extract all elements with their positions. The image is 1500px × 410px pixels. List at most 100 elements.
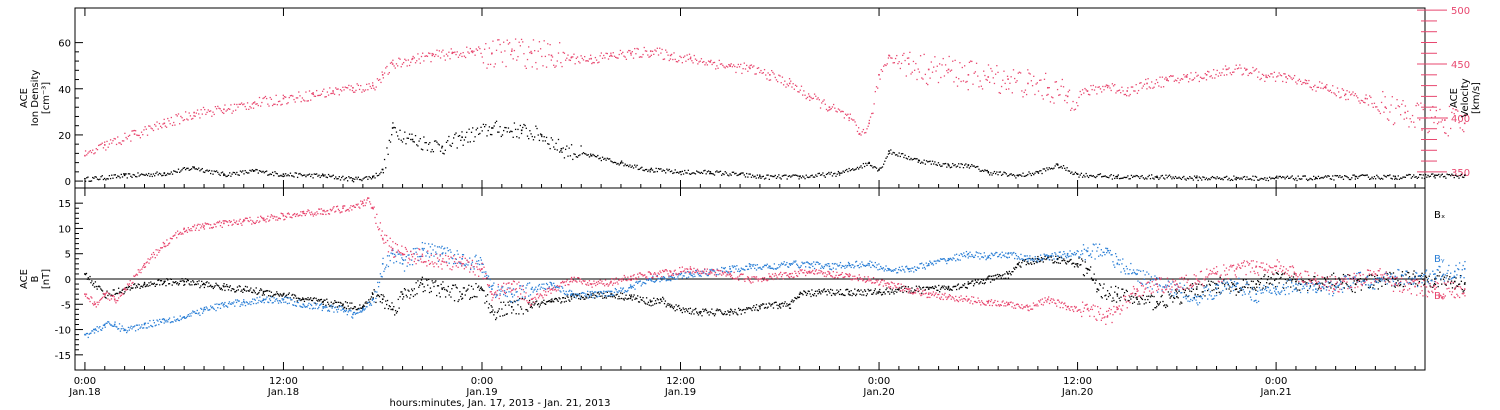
bottom-series-1-dot-236 bbox=[295, 305, 298, 307]
bottom-series-0-dot-1126 bbox=[1090, 277, 1093, 279]
bottom-series-0-dot-554 bbox=[579, 298, 582, 300]
top-series-1-dot-749 bbox=[977, 75, 979, 77]
bottom-series-0-dot-891 bbox=[880, 294, 883, 296]
top-series-1-dot-1067 bbox=[1355, 95, 1358, 97]
bottom-series-0-dot-1108 bbox=[1074, 263, 1077, 265]
bottom-series-0-dot-1511 bbox=[1434, 283, 1437, 286]
bottom-series-0-dot-1001 bbox=[979, 282, 981, 284]
top-series-1-dot-771 bbox=[1003, 70, 1005, 72]
top-series-1-dot-818 bbox=[1059, 94, 1061, 96]
bottom-series-1-dot-417 bbox=[457, 253, 459, 255]
bottom-series-0-point-52 bbox=[1076, 263, 1079, 265]
bottom-series-0-dot-1179 bbox=[1138, 301, 1140, 303]
top-series-0-dot-1123 bbox=[1422, 174, 1424, 176]
top-series-1-dot-640 bbox=[847, 113, 849, 115]
bottom-series-0-dot-683 bbox=[695, 307, 697, 310]
bottom-series-1-dot-253 bbox=[310, 304, 313, 307]
top-series-0-dot-1080 bbox=[1371, 176, 1373, 178]
bottom-series-0-dot-673 bbox=[686, 309, 688, 311]
bottom-series-1-dot-500 bbox=[531, 286, 533, 289]
bottom-series-0-dot-1177 bbox=[1136, 296, 1138, 298]
top-series-1-dot-942 bbox=[1207, 70, 1209, 73]
bottom-series-1-dot-318 bbox=[369, 304, 371, 306]
bottom-series-0-dot-1222 bbox=[1176, 292, 1178, 294]
bottom-series-1-dot-3 bbox=[87, 336, 89, 339]
top-series-0-dot-1112 bbox=[1409, 173, 1411, 176]
bottom-series-1-dot-131 bbox=[201, 312, 204, 314]
top-series-1-dot-138 bbox=[249, 105, 251, 108]
bottom-series-0-dot-653 bbox=[668, 304, 670, 307]
top-series-0-dot-1079 bbox=[1370, 178, 1372, 180]
bottom-series-0-dot-1286 bbox=[1233, 284, 1236, 287]
top-series-0-dot-340 bbox=[489, 133, 492, 136]
bottom-series-0-dot-1134 bbox=[1098, 289, 1100, 291]
top-series-1-dot-503 bbox=[684, 55, 686, 57]
top-series-0-dot-70 bbox=[168, 173, 170, 175]
bottom-series-0-dot-671 bbox=[684, 311, 686, 313]
top-series-1-dot-481 bbox=[657, 54, 660, 56]
top-series-1-dot-1059 bbox=[1346, 90, 1348, 92]
top-series-0-dot-613 bbox=[815, 174, 817, 176]
top-series-1-dot-605 bbox=[805, 97, 807, 100]
bottom-series-0-dot-584 bbox=[606, 291, 608, 293]
bottom-series-0-dot-919 bbox=[905, 290, 908, 293]
top-series-0-dot-943 bbox=[1208, 178, 1210, 180]
top-series-0-dot-991 bbox=[1265, 179, 1267, 181]
bottom-series-0-dot-687 bbox=[698, 311, 700, 313]
bottom-series-0-dot-654 bbox=[669, 303, 671, 305]
top-series-1-dot-979 bbox=[1251, 72, 1253, 75]
bottom-series-0-dot-254 bbox=[311, 299, 314, 302]
bottom-series-0-dot-881 bbox=[871, 293, 874, 295]
bottom-series-0-dot-353 bbox=[400, 291, 402, 293]
bottom-series-1-point-64 bbox=[1235, 283, 1238, 285]
bottom-series-0-dot-865 bbox=[857, 289, 860, 291]
bottom-series-1-dot-576 bbox=[599, 290, 601, 293]
bottom-series-1-dot-455 bbox=[491, 285, 493, 287]
top-series-1-dot-724 bbox=[947, 72, 949, 74]
top-series-1-dot-1111 bbox=[1408, 126, 1410, 128]
bottom-series-0-dot-1150 bbox=[1112, 297, 1114, 299]
top-series-1-dot-860 bbox=[1109, 87, 1111, 89]
bottom-series-1-dot-136 bbox=[206, 307, 208, 309]
top-series-1-dot-176 bbox=[294, 101, 296, 103]
bottom-series-0-dot-173 bbox=[239, 285, 241, 288]
bottom-series-1-dot-571 bbox=[595, 291, 597, 293]
bottom-series-0-dot-345 bbox=[393, 305, 395, 308]
bottom-series-0-dot-998 bbox=[976, 281, 978, 284]
top-series-0-dot-259 bbox=[393, 126, 395, 129]
bottom-series-1-dot-70 bbox=[147, 322, 149, 325]
bottom-series-1-point-26 bbox=[491, 288, 493, 290]
top-series-0-dot-597 bbox=[796, 174, 798, 177]
top-series-1-dot-236 bbox=[366, 83, 368, 86]
top-series-1-dot-817 bbox=[1058, 94, 1060, 96]
top-series-1-dot-191 bbox=[312, 92, 314, 94]
bottom-series-1-dot-400 bbox=[442, 252, 444, 254]
bottom-series-0-dot-1240 bbox=[1192, 288, 1195, 290]
bottom-series-0-dot-414 bbox=[454, 284, 457, 286]
bottom-series-1-dot-485 bbox=[518, 299, 520, 301]
bottom-series-1-dot-415 bbox=[455, 258, 457, 260]
bottom-series-0-dot-152 bbox=[220, 287, 223, 290]
bottom-series-0-dot-1515 bbox=[1438, 275, 1440, 277]
bottom-series-0-dot-941 bbox=[925, 286, 927, 289]
bottom-series-1-point-65 bbox=[1255, 293, 1258, 295]
top-series-1-dot-534 bbox=[721, 63, 723, 65]
bottom-series-0-dot-1148 bbox=[1110, 286, 1112, 288]
top-series-0-dot-827 bbox=[1070, 172, 1072, 174]
bottom-series-0-dot-1418 bbox=[1351, 290, 1354, 293]
top-series-1-dot-926 bbox=[1187, 81, 1190, 83]
top-series-0-dot-1110 bbox=[1407, 174, 1409, 176]
bottom-series-0-point-69 bbox=[1394, 278, 1397, 280]
top-series-0-dot-139 bbox=[250, 170, 252, 172]
top-series-1-dot-18 bbox=[106, 140, 108, 143]
top-series-1-dot-475 bbox=[650, 54, 653, 56]
bottom-series-0-dot-95 bbox=[169, 278, 172, 280]
top-series-0-dot-91 bbox=[193, 167, 195, 169]
bottom-series-0-dot-1279 bbox=[1227, 283, 1229, 286]
top-series-1-dot-896 bbox=[1152, 87, 1154, 89]
top-series-1-dot-1018 bbox=[1297, 79, 1299, 82]
top-series-1-point-30 bbox=[729, 65, 731, 68]
bottom-series-0-dot-506 bbox=[536, 304, 539, 306]
bottom-series-1-dot-275 bbox=[330, 304, 332, 306]
bottom-series-0-dot-693 bbox=[704, 309, 706, 311]
